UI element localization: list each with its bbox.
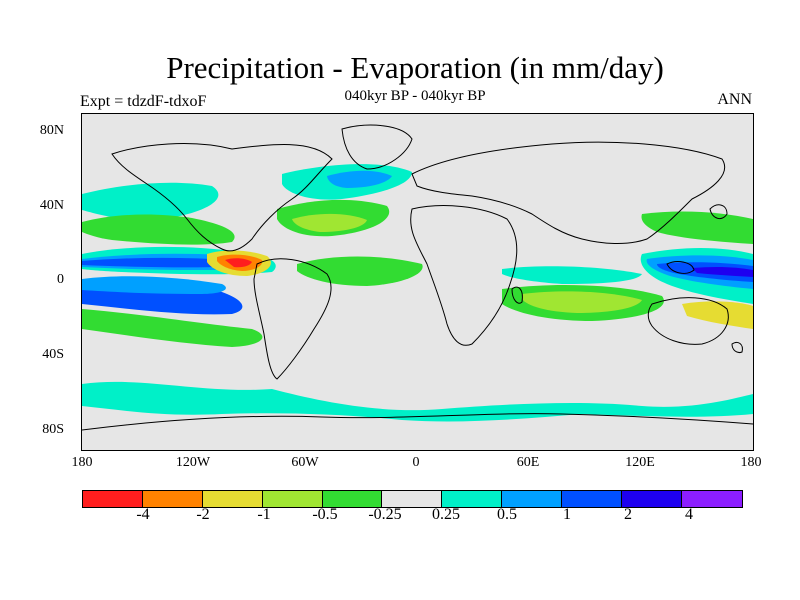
field-east-pacific-red [225, 258, 252, 268]
colorbar-label: -2 [196, 506, 210, 523]
coast-greenland [341, 124, 413, 170]
anomaly-fields [82, 164, 753, 422]
subtitle: 040kyr BP - 040kyr BP [344, 88, 486, 104]
colorbar-cell [562, 491, 623, 507]
colorbar-cell [322, 491, 383, 507]
colorbar-cell [622, 491, 682, 507]
colorbar [82, 490, 743, 508]
coast-north-america [111, 143, 333, 252]
colorbar-label: 4 [685, 506, 693, 523]
field-warm-pool-max [692, 266, 753, 277]
field-north-atlantic-blue [327, 170, 392, 188]
page-title: Precipitation - Evaporation (in mm/day) [166, 50, 664, 85]
x-tick-label: 0 [412, 455, 420, 470]
y-tick-label: 40S [42, 347, 64, 362]
coast-new-zealand [731, 341, 743, 353]
colorbar-label: -0.5 [312, 506, 338, 523]
colorbar-label: -4 [136, 506, 150, 523]
coast-antarctica [82, 413, 753, 431]
colorbar-cell [382, 491, 443, 507]
colorbar-cell [262, 491, 323, 507]
coast-australia [647, 297, 729, 345]
x-tick-label: 120W [175, 455, 211, 470]
coast-madagascar [511, 286, 523, 304]
field-tropical-atlantic [297, 256, 423, 286]
field-south-west-pacific [682, 301, 753, 329]
field-south-pacific-light [82, 276, 226, 294]
experiment-label: Expt = tdzdF-tdxoF [80, 93, 207, 110]
y-tick-label: 80N [39, 123, 64, 138]
coastlines [82, 124, 753, 431]
colorbar-cell [442, 491, 503, 507]
coast-maritime-continent [666, 261, 695, 274]
colorbar-label: -0.25 [368, 506, 402, 523]
colorbar-label: 0.25 [432, 506, 460, 523]
colorbar-cell [83, 491, 143, 507]
colorbar-label: 0.5 [497, 506, 517, 523]
coast-south-america [253, 258, 332, 380]
colorbar-label: 1 [563, 506, 571, 523]
x-tick-label: 60W [291, 455, 319, 470]
colorbar-cell [142, 491, 203, 507]
colorbar-cell [681, 491, 742, 507]
coast-japan [709, 204, 728, 220]
colorbar-cell [502, 491, 563, 507]
x-tick-label: 120E [625, 455, 655, 470]
colorbar-label: -1 [257, 506, 271, 523]
x-tick-label: 180 [71, 455, 93, 470]
world-map [82, 114, 753, 450]
x-tick-label: 180 [740, 455, 762, 470]
field-equatorial-indian [502, 266, 642, 284]
coast-africa [410, 205, 518, 346]
y-tick-label: 0 [57, 272, 64, 287]
map-frame [81, 113, 754, 451]
field-northwest-pacific [641, 211, 753, 244]
colorbar-cell [202, 491, 263, 507]
season-label: ANN [717, 91, 752, 108]
field-indian-ocean-light [522, 291, 642, 313]
y-tick-label: 80S [42, 422, 64, 437]
coast-eurasia [411, 141, 726, 245]
field-south-pacific-green [82, 309, 263, 347]
x-tick-label: 60E [516, 455, 540, 470]
field-atlantic-lightgreen [292, 213, 367, 232]
field-itcz-core [82, 257, 234, 268]
y-tick-label: 40N [39, 198, 64, 213]
field-southern-ocean [82, 381, 753, 422]
field-subtropical-pacific [82, 214, 235, 245]
colorbar-label: 2 [624, 506, 632, 523]
field-north-pacific [82, 182, 219, 220]
